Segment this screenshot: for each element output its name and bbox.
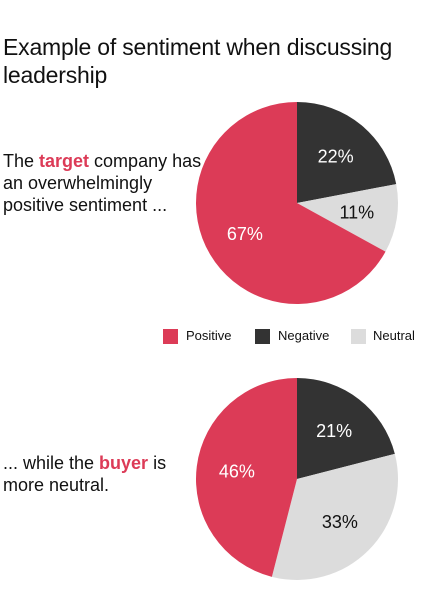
target-pie-label-negative: 22% [318, 146, 354, 166]
chart-title: Example of sentiment when discussing lea… [3, 34, 393, 88]
legend-swatch-neutral [351, 329, 366, 344]
buyer-pie-slice-positive [196, 378, 297, 577]
target-pie-label-neutral: 11% [340, 202, 375, 222]
buyer-pie-label-positive: 46% [219, 461, 255, 481]
legend-swatch-negative [255, 329, 270, 344]
top-caption-highlight: target [39, 151, 90, 171]
top-caption-pre: The [3, 151, 40, 171]
target-pie-label-positive: 67% [227, 224, 263, 244]
buyer-pie-label-neutral: 33% [322, 512, 358, 532]
target-pie-slice-positive [196, 102, 386, 304]
buyer-pie-slice-neutral [271, 453, 398, 580]
target-pie-slice-negative [297, 102, 397, 203]
buyer-pie-label-negative: 21% [316, 421, 352, 441]
buyer-pie-slice-negative [297, 378, 395, 479]
top-caption-post: company has an overwhelmingly positive s… [3, 151, 202, 215]
legend-label-neutral: Neutral [373, 328, 415, 343]
top-caption: The target company has an overwhelmingly… [3, 150, 203, 216]
bottom-caption: ... while the buyer is more neutral. [3, 452, 188, 496]
bottom-caption-post: is more neutral. [3, 453, 167, 495]
legend-label-negative: Negative [278, 328, 330, 343]
legend: Positive Negative Neutral [0, 327, 426, 347]
legend-swatch-positive [163, 329, 178, 344]
bottom-caption-highlight: buyer [99, 453, 149, 473]
legend-label-positive: Positive [186, 328, 232, 343]
target-pie-slice-neutral [297, 184, 398, 252]
bottom-caption-pre: ... while the [3, 453, 100, 473]
